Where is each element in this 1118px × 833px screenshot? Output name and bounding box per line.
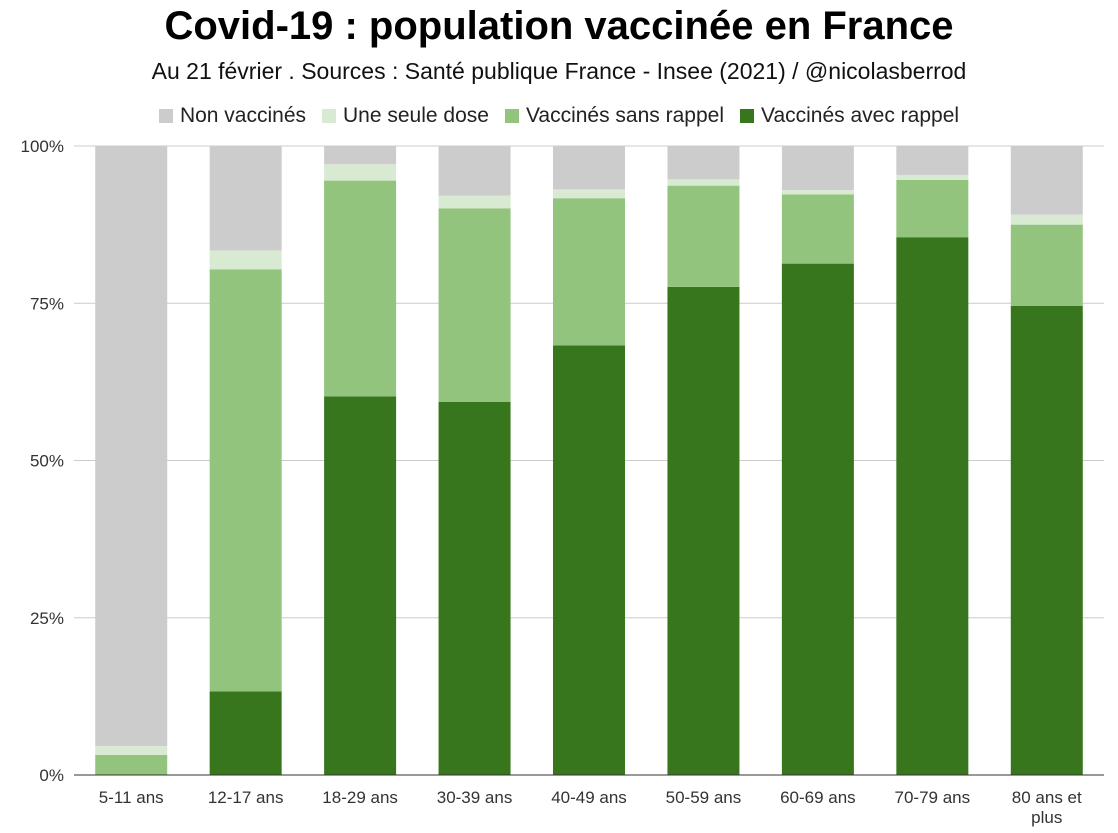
bar-segment — [1010, 305, 1083, 775]
bar-segment — [667, 179, 740, 186]
x-tick-label: 40-49 ans — [551, 788, 627, 807]
bar-segment — [438, 208, 511, 403]
bar-segment — [781, 190, 854, 195]
bar-segment — [896, 146, 969, 175]
bar-segment — [781, 194, 854, 264]
bar-segment — [553, 146, 625, 190]
legend-item: Vaccinés avec rappel — [740, 104, 959, 128]
x-tick-label: 12-17 ans — [208, 788, 284, 807]
bar-segment — [438, 146, 511, 196]
legend-swatch — [322, 109, 336, 123]
y-tick-label: 75% — [30, 294, 64, 313]
bar-segment — [209, 250, 282, 270]
x-tick-label: 18-29 ans — [322, 788, 398, 807]
x-tick-label: 80 ans et plus — [1012, 788, 1082, 827]
bar-segment — [1010, 214, 1083, 225]
x-tick-label: 50-59 ans — [666, 788, 742, 807]
bar-segment — [896, 174, 969, 180]
bar-segment — [324, 396, 397, 775]
bar-segment — [209, 691, 282, 775]
legend-item: Non vaccinés — [158, 104, 306, 128]
chart-legend: Non vaccinés Une seule dose Vaccinés sans … — [0, 104, 1118, 128]
bar-segment — [438, 402, 511, 775]
x-tick-label: 30-39 ans — [437, 788, 513, 807]
x-tick-label: 60-69 ans — [780, 788, 856, 807]
bar-segment — [324, 164, 397, 181]
bar-segment — [1010, 224, 1083, 306]
bar-segment — [553, 189, 625, 199]
bar-segment — [324, 180, 397, 397]
chart-title: Covid-19 : population vaccinée en France — [164, 4, 954, 48]
legend-label: Vaccinés sans rappel — [525, 104, 724, 127]
bar-segment — [896, 237, 969, 775]
bar-segment — [553, 198, 625, 346]
legend-item: Une seule dose — [322, 104, 489, 128]
legend-label: Vaccinés avec rappel — [761, 104, 960, 127]
bar-segment — [95, 146, 168, 747]
y-tick-label: 0% — [39, 766, 64, 785]
bar-segment — [553, 345, 625, 775]
legend-swatch — [504, 109, 519, 123]
x-tick-label: 70-79 ans — [895, 788, 971, 807]
bar-segment — [896, 179, 969, 238]
bar-segment — [781, 146, 854, 191]
legend-item: Vaccinés sans rappel — [504, 104, 724, 128]
y-tick-label: 100% — [21, 137, 64, 156]
bar-segment — [781, 263, 854, 775]
chart-subtitle: Au 21 février . Sources : Santé publique… — [151, 58, 967, 84]
bar-segment — [438, 195, 511, 209]
bar-segment — [667, 286, 740, 775]
y-tick-label: 50% — [30, 452, 64, 471]
legend-swatch — [740, 109, 754, 123]
bar-segment — [95, 754, 168, 775]
bar-segment — [1010, 146, 1083, 215]
y-tick-label: 25% — [30, 609, 64, 628]
bar-segment — [209, 269, 282, 692]
bar-segment — [95, 746, 168, 755]
legend-label: Non vaccinés — [179, 104, 306, 127]
bar-segment — [667, 185, 740, 287]
bar-segment — [667, 146, 740, 180]
x-tick-label: 5-11 ans — [99, 788, 164, 807]
bar-segment — [209, 146, 282, 251]
legend-swatch — [158, 109, 173, 123]
bar-segment — [324, 146, 397, 165]
legend-label: Une seule dose — [343, 104, 489, 127]
